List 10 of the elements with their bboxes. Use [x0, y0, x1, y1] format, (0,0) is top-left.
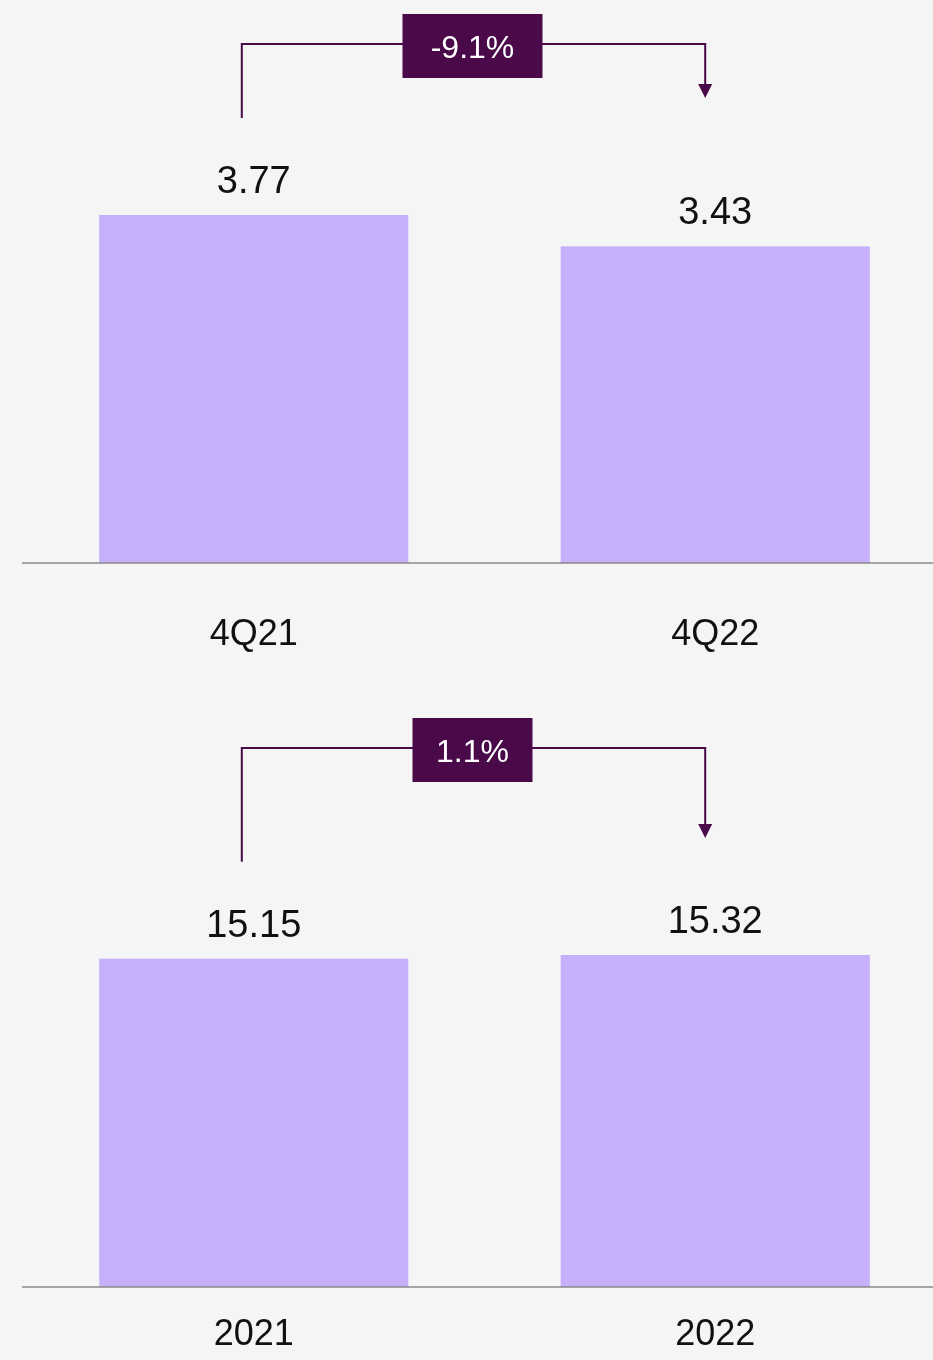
x-tick-label: 2021 [213, 1312, 294, 1353]
data-label: 15.32 [667, 899, 763, 941]
data-label: 3.43 [678, 190, 753, 233]
x-tick-label: 4Q21 [209, 612, 298, 653]
text: -9.1% [430, 29, 515, 65]
text: 1.1% [436, 733, 509, 769]
x-tick-label: 4Q22 [671, 612, 760, 653]
x-tick-label: 2022 [675, 1312, 756, 1353]
data-label: 3.77 [216, 159, 291, 201]
data-label: 15.15 [206, 902, 302, 945]
